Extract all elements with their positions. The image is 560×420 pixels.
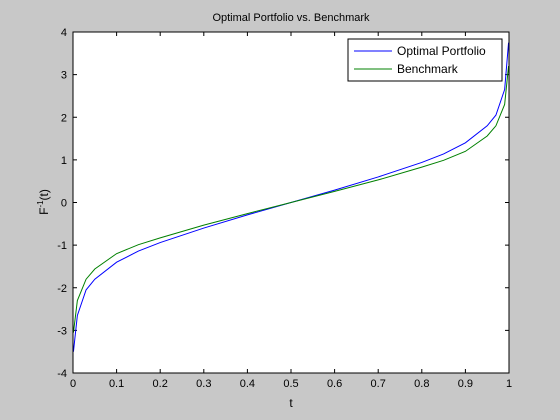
legend-label-optimal-portfolio: Optimal Portfolio — [397, 44, 486, 58]
legend-box — [347, 38, 503, 82]
y-tick-label: 4 — [61, 27, 67, 39]
x-tick-label: 0.5 — [283, 378, 298, 390]
legend: Optimal Portfolio Benchmark — [347, 38, 503, 82]
y-tick-label: -3 — [57, 325, 67, 337]
legend-label-benchmark: Benchmark — [397, 62, 459, 76]
y-tick-label: 3 — [61, 70, 67, 82]
x-tick-label: 0.9 — [458, 378, 473, 390]
x-tick-label: 0.3 — [196, 378, 211, 390]
y-tick-label: -4 — [57, 368, 67, 380]
y-tick-label: 1 — [61, 155, 67, 167]
y-axis-label: F-1(t) — [36, 189, 51, 215]
x-tick-label: 0 — [70, 378, 76, 390]
series-lines — [72, 42, 510, 352]
y-tick-label: -1 — [57, 240, 67, 252]
x-tick-label: 1 — [506, 378, 512, 390]
x-tick-label: 0.6 — [327, 378, 342, 390]
y-tick-label: -2 — [57, 283, 67, 295]
x-tick-label: 0.1 — [109, 378, 124, 390]
x-ticks: 0 0.1 0.2 0.3 0.4 0.5 0.6 0.7 0.8 0.9 1 — [70, 32, 512, 390]
y-axis-label-arg: (t) — [37, 189, 51, 200]
y-tick-label: 0 — [61, 198, 67, 210]
x-axis-label: t — [289, 396, 293, 410]
series-line-benchmark — [72, 66, 510, 333]
x-tick-label: 0.7 — [371, 378, 386, 390]
y-tick-label: 2 — [61, 112, 67, 124]
plot-frame — [72, 31, 510, 374]
x-tick-label: 0.4 — [240, 378, 255, 390]
x-tick-label: 0.8 — [414, 378, 429, 390]
chart-title: Optimal Portfolio vs. Benchmark — [212, 12, 370, 24]
x-tick-label: 0.2 — [153, 378, 168, 390]
y-axis-label-base: F — [37, 208, 51, 215]
y-axis-label-sup: -1 — [36, 200, 45, 208]
